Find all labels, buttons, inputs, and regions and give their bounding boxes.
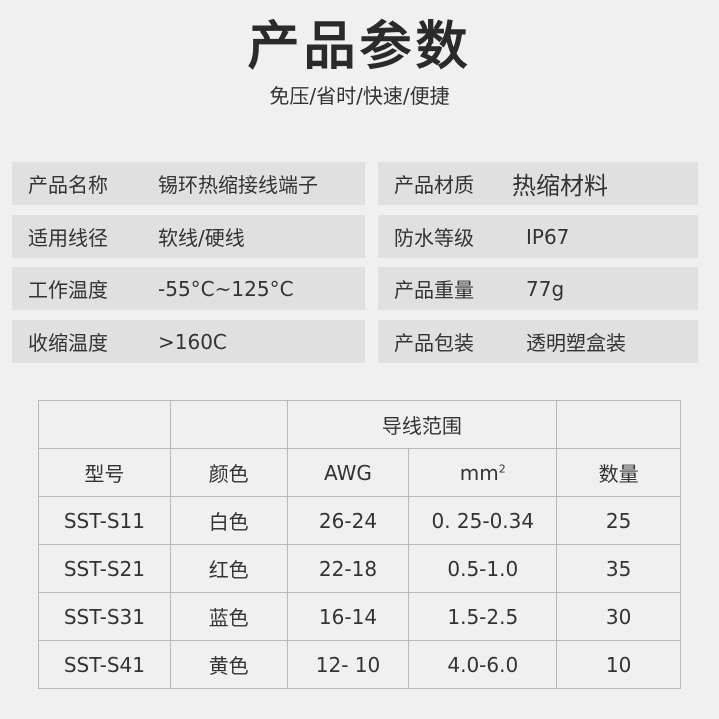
wire-range-header: 导线范围 bbox=[286, 400, 558, 449]
header-model: 型号 bbox=[38, 448, 171, 497]
spec-value: 软线/硬线 bbox=[158, 226, 245, 250]
spec-label: 适用线径 bbox=[28, 226, 108, 250]
spec-label: 产品重量 bbox=[394, 278, 474, 302]
spec-value: IP67 bbox=[526, 224, 570, 249]
spec-product-name: 产品名称 锡环热缩接线端子 bbox=[12, 162, 365, 205]
spec-value: -55°C~125°C bbox=[158, 276, 294, 301]
spec-label: 工作温度 bbox=[28, 278, 108, 302]
spec-material: 产品材质 热缩材料 bbox=[378, 162, 698, 205]
spec-shrink-temp: 收缩温度 >160C bbox=[12, 320, 365, 363]
subtitle: 免压/省时/快速/便捷 bbox=[269, 84, 450, 108]
spec-label: 产品名称 bbox=[28, 173, 108, 197]
spec-value: 锡环热缩接线端子 bbox=[158, 173, 318, 197]
header-awg: AWG bbox=[286, 448, 410, 497]
table-header-row: 型号 颜色 AWG mm2 数量 bbox=[38, 448, 681, 497]
spec-wire-type: 适用线径 软线/硬线 bbox=[12, 215, 365, 258]
page-title: 产品参数 bbox=[247, 17, 472, 77]
spec-packaging: 产品包装 透明塑盒装 bbox=[378, 320, 698, 363]
header-mm2: mm2 bbox=[408, 448, 558, 497]
spec-label: 产品材质 bbox=[394, 173, 474, 197]
table-row: SST-S11 白色 26-24 0. 25-0.34 25 bbox=[38, 496, 681, 545]
spec-value: >160C bbox=[158, 329, 227, 354]
spec-value: 透明塑盒装 bbox=[526, 331, 626, 355]
table-row: SST-S31 蓝色 16-14 1.5-2.5 30 bbox=[38, 592, 681, 641]
spec-value: 热缩材料 bbox=[512, 172, 608, 200]
header-color: 颜色 bbox=[169, 448, 288, 497]
table-row: SST-S41 黄色 12- 10 4.0-6.0 10 bbox=[38, 640, 681, 689]
table-row: SST-S21 红色 22-18 0.5-1.0 35 bbox=[38, 544, 681, 593]
spec-table: 导线范围 型号 颜色 AWG mm2 数量 SST-S11 白色 26-24 0. 2… bbox=[38, 400, 681, 689]
spec-label: 防水等级 bbox=[394, 226, 474, 250]
spec-waterproof: 防水等级 IP67 bbox=[378, 215, 698, 258]
spec-value: 77g bbox=[526, 276, 565, 301]
spec-operating-temp: 工作温度 -55°C~125°C bbox=[12, 267, 365, 310]
spec-label: 产品包装 bbox=[394, 331, 474, 355]
header-qty: 数量 bbox=[556, 448, 681, 497]
table-group-header-row: 导线范围 bbox=[38, 400, 681, 449]
spec-label: 收缩温度 bbox=[28, 331, 108, 355]
spec-weight: 产品重量 77g bbox=[378, 267, 698, 310]
